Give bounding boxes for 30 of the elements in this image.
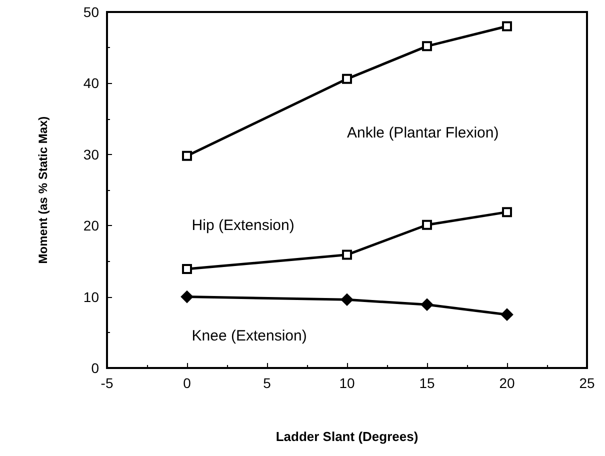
text: Ankle (Plantar Flexion) bbox=[347, 124, 499, 142]
x-tick-label: 20 bbox=[499, 375, 515, 391]
point bbox=[502, 21, 512, 32]
point bbox=[342, 74, 352, 84]
x-tick-label: -5 bbox=[100, 375, 114, 391]
x-tick-label: 5 bbox=[263, 375, 272, 391]
series-label: Hip (Extension) bbox=[192, 217, 294, 234]
x-tick-label: 15 bbox=[419, 375, 435, 391]
point bbox=[421, 298, 433, 311]
point bbox=[502, 207, 512, 218]
point bbox=[182, 150, 192, 161]
point bbox=[501, 308, 513, 321]
series-label: Knee (Extension) bbox=[192, 327, 307, 344]
y-tick-label: 10 bbox=[83, 288, 100, 305]
x-tick-label: 25 bbox=[579, 375, 595, 391]
point bbox=[422, 41, 432, 52]
point bbox=[422, 220, 432, 230]
point bbox=[341, 294, 353, 306]
y-tick-label: 40 bbox=[83, 75, 100, 92]
x-axis-title: Ladder Slant (Degrees) bbox=[276, 429, 418, 444]
point bbox=[181, 290, 193, 303]
y-tick-label: 30 bbox=[83, 146, 100, 162]
y-tick-label: 50 bbox=[83, 4, 100, 20]
point bbox=[182, 264, 192, 274]
x-tick-label: 0 bbox=[183, 375, 192, 391]
x-tick-label: 10 bbox=[339, 375, 355, 391]
y-tick-label: 0 bbox=[91, 360, 100, 376]
y-tick-label: 20 bbox=[83, 218, 100, 234]
y-axis-title: Moment (as % Static Max) bbox=[36, 116, 50, 264]
point bbox=[342, 250, 352, 260]
